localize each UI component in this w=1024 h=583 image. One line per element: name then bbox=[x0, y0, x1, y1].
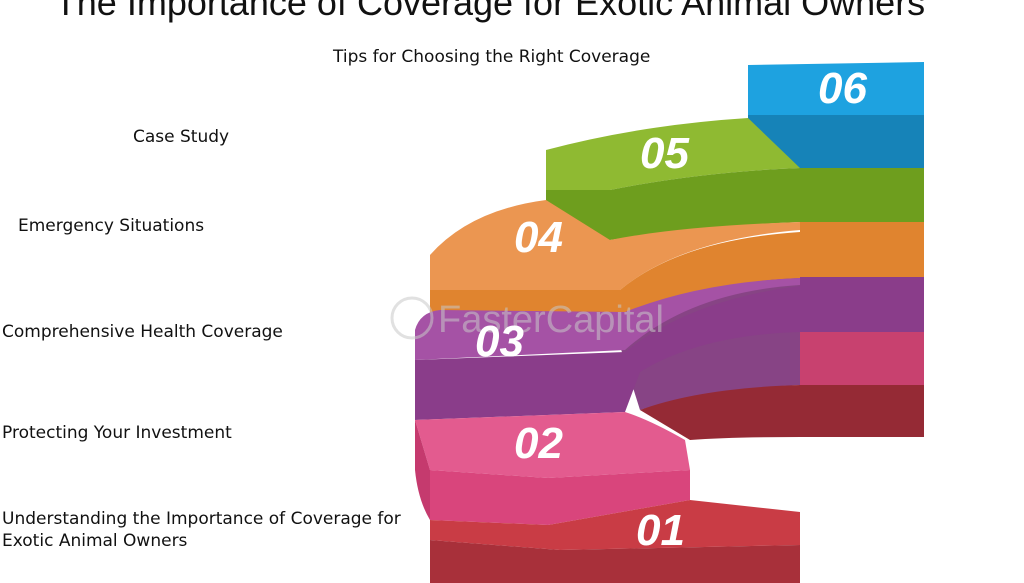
step-04-side bbox=[430, 232, 800, 320]
step-label-06: Tips for Choosing the Right Coverage bbox=[333, 46, 650, 68]
step-06-top bbox=[748, 62, 924, 115]
step-02-edge bbox=[415, 420, 430, 520]
watermark: FasterCapital bbox=[390, 296, 664, 341]
step-number-03: 03 bbox=[475, 317, 524, 366]
wall-band-03 bbox=[800, 275, 924, 332]
wall-band-06-side bbox=[800, 115, 924, 168]
step-number-04: 04 bbox=[514, 213, 563, 262]
step-label-01-line-1: Understanding the Importance of Coverage… bbox=[2, 509, 401, 529]
step-label-01-line-2: Exotic Animal Owners bbox=[2, 531, 188, 551]
step-number-01: 01 bbox=[636, 506, 685, 555]
step-04 bbox=[430, 200, 800, 320]
step-number-05: 05 bbox=[640, 129, 689, 178]
step-label-04-line: Emergency Situations bbox=[18, 216, 205, 236]
step-01 bbox=[430, 500, 800, 583]
step-01-side bbox=[430, 540, 800, 583]
page-title: The Importance of Coverage for Exotic An… bbox=[54, 0, 926, 23]
step-04-top bbox=[430, 200, 800, 290]
step-label-01: Understanding the Importance of Coverage… bbox=[2, 508, 401, 552]
step-label-06-line: Tips for Choosing the Right Coverage bbox=[333, 47, 651, 67]
wall-band-04 bbox=[800, 220, 924, 277]
step-01-top bbox=[430, 500, 800, 550]
step-label-03-line: Comprehensive Health Coverage bbox=[2, 322, 283, 342]
watermark-text: FasterCapital bbox=[438, 299, 664, 341]
step-03 bbox=[415, 278, 800, 420]
step-02 bbox=[415, 412, 690, 525]
inner-floor bbox=[640, 385, 924, 440]
step-number-06: 06 bbox=[818, 64, 867, 113]
step-label-03: Comprehensive Health Coverage bbox=[2, 321, 283, 343]
step-02-top bbox=[415, 412, 690, 478]
step-03-top bbox=[415, 278, 800, 360]
step-05 bbox=[546, 118, 800, 240]
step-label-04: Emergency Situations bbox=[18, 215, 204, 237]
step-05-top bbox=[546, 118, 800, 190]
step-label-05-line: Case Study bbox=[133, 127, 230, 147]
wall-band-05 bbox=[800, 166, 924, 222]
wall-band-02 bbox=[800, 330, 924, 387]
step-05-side bbox=[546, 168, 800, 240]
step-label-02: Protecting Your Investment bbox=[2, 422, 232, 444]
watermark-gear-icon bbox=[390, 296, 434, 340]
step-number-02: 02 bbox=[514, 419, 563, 468]
step-label-05: Case Study bbox=[133, 126, 229, 148]
step-03-side bbox=[415, 286, 800, 420]
step-label-02-line: Protecting Your Investment bbox=[2, 423, 232, 443]
step-02-side bbox=[430, 470, 690, 525]
